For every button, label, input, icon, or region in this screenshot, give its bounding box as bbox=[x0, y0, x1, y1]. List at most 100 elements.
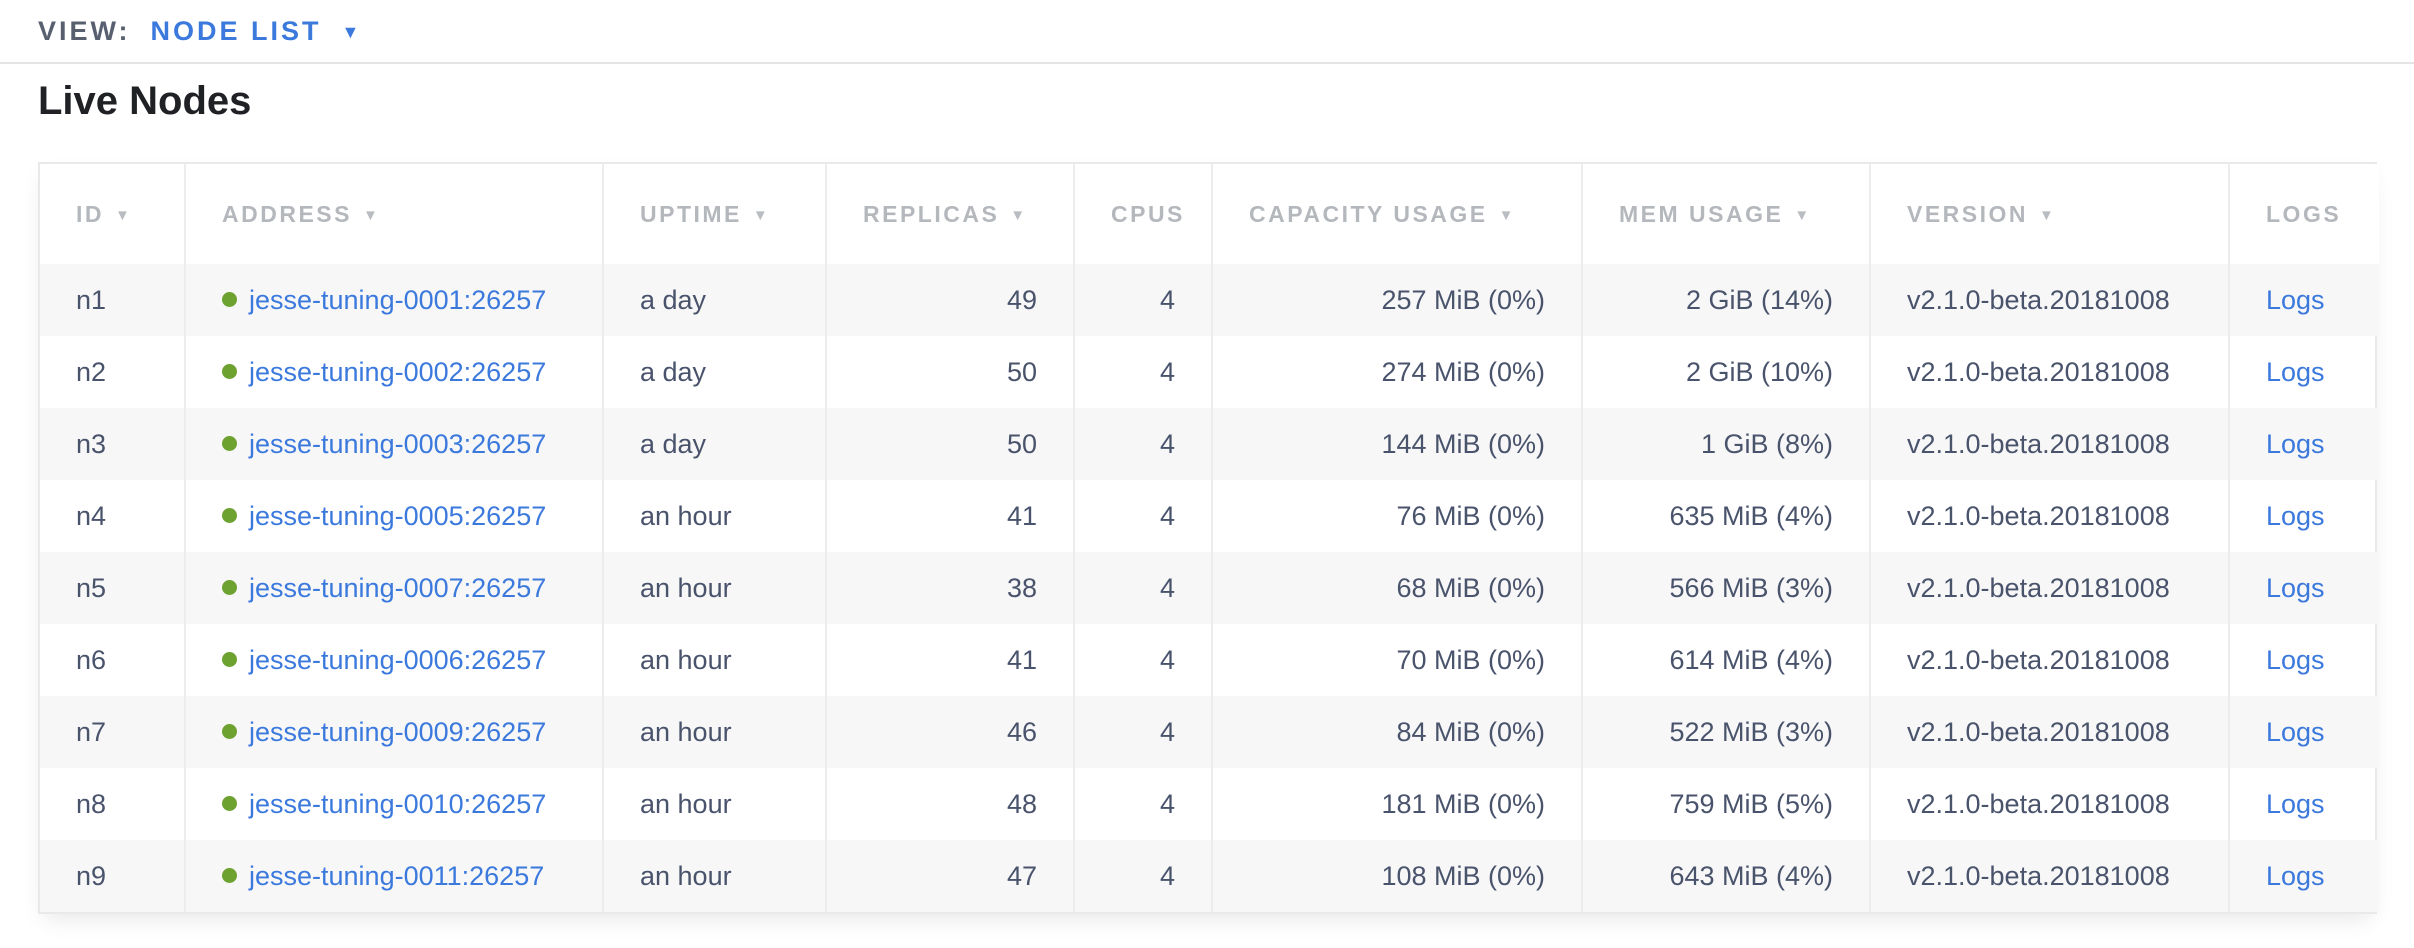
node-mem-cell: 1 GiB (8%) bbox=[1581, 408, 1870, 480]
column-header-logs: LOGS bbox=[2228, 164, 2379, 264]
live-status-icon bbox=[222, 435, 237, 451]
node-replicas-cell: 38 bbox=[825, 552, 1074, 624]
node-logs-link[interactable]: Logs bbox=[2266, 428, 2325, 459]
node-capacity-cell: 274 MiB (0%) bbox=[1211, 336, 1582, 408]
live-status-icon bbox=[222, 723, 237, 739]
node-logs-link[interactable]: Logs bbox=[2266, 788, 2325, 819]
node-id-cell: n1 bbox=[76, 284, 107, 315]
column-label: MEM USAGE bbox=[1619, 200, 1784, 227]
node-cpus-cell: 4 bbox=[1073, 264, 1212, 336]
live-status-icon bbox=[222, 579, 237, 595]
node-row-n6: n6 jesse-tuning-0006:26257 an hour 41 4 70 Mi… bbox=[40, 624, 2379, 696]
column-label: ID bbox=[76, 200, 104, 227]
node-address-cell: jesse-tuning-0006:26257 bbox=[184, 624, 603, 696]
node-row-n2: n2 jesse-tuning-0002:26257 a day 50 4 274 MiB… bbox=[40, 336, 2379, 408]
node-id-cell: n4 bbox=[76, 500, 107, 531]
column-header-replicas[interactable]: REPLICAS ▼ bbox=[825, 164, 1074, 264]
node-logs-link[interactable]: Logs bbox=[2266, 356, 2325, 387]
node-logs-link[interactable]: Logs bbox=[2266, 500, 2325, 531]
node-address-link[interactable]: jesse-tuning-0009:26257 bbox=[249, 716, 547, 747]
node-address-link[interactable]: jesse-tuning-0007:26257 bbox=[249, 572, 547, 603]
node-logs-link[interactable]: Logs bbox=[2266, 572, 2325, 603]
node-cpus-cell: 4 bbox=[1073, 408, 1212, 480]
node-address-link[interactable]: jesse-tuning-0005:26257 bbox=[249, 500, 547, 531]
node-logs-link[interactable]: Logs bbox=[2266, 716, 2325, 747]
node-mem-cell: 643 MiB (4%) bbox=[1581, 840, 1870, 912]
live-status-icon bbox=[222, 291, 237, 307]
node-row-n9: n9 jesse-tuning-0011:26257 an hour 47 4 108 M… bbox=[40, 840, 2379, 912]
node-logs-cell: Logs bbox=[2228, 336, 2379, 408]
column-label: CPUS bbox=[1111, 200, 1185, 227]
node-version-cell: v2.1.0-beta.20181008 bbox=[1869, 840, 2229, 912]
node-address-link[interactable]: jesse-tuning-0003:26257 bbox=[249, 428, 547, 459]
node-capacity-cell: 108 MiB (0%) bbox=[1211, 840, 1582, 912]
column-header-id[interactable]: ID ▼ bbox=[40, 164, 185, 264]
column-header-cpus: CPUS bbox=[1073, 164, 1212, 264]
node-logs-cell: Logs bbox=[2228, 696, 2379, 768]
node-capacity-cell: 181 MiB (0%) bbox=[1211, 768, 1582, 840]
node-logs-link[interactable]: Logs bbox=[2266, 644, 2325, 675]
node-version-cell: v2.1.0-beta.20181008 bbox=[1869, 264, 2229, 336]
node-version-cell: v2.1.0-beta.20181008 bbox=[1869, 696, 2229, 768]
node-capacity-cell: 257 MiB (0%) bbox=[1211, 264, 1582, 336]
node-address-cell: jesse-tuning-0007:26257 bbox=[184, 552, 603, 624]
table-header-row: ID ▼ ADDRESS ▼ UPTIME ▼ REPLICAS ▼ CPUS CAPACITY … bbox=[40, 164, 2379, 264]
sort-arrow-icon: ▼ bbox=[362, 206, 381, 224]
column-label: VERSION bbox=[1907, 200, 2029, 227]
node-capacity-cell: 144 MiB (0%) bbox=[1211, 408, 1582, 480]
node-logs-link[interactable]: Logs bbox=[2266, 860, 2325, 891]
node-row-n5: n5 jesse-tuning-0007:26257 an hour 38 4 68 Mi… bbox=[40, 552, 2379, 624]
node-mem-cell: 2 GiB (10%) bbox=[1581, 336, 1870, 408]
node-id-cell: n6 bbox=[76, 644, 107, 675]
node-uptime-cell: an hour bbox=[602, 840, 826, 912]
node-version-cell: v2.1.0-beta.20181008 bbox=[1869, 408, 2229, 480]
node-address-link[interactable]: jesse-tuning-0001:26257 bbox=[249, 284, 547, 315]
node-row-n8: n8 jesse-tuning-0010:26257 an hour 48 4 181 M… bbox=[40, 768, 2379, 840]
node-uptime-cell: a day bbox=[602, 336, 826, 408]
node-address-link[interactable]: jesse-tuning-0006:26257 bbox=[249, 644, 547, 675]
column-header-version[interactable]: VERSION ▼ bbox=[1869, 164, 2229, 264]
node-version-cell: v2.1.0-beta.20181008 bbox=[1869, 552, 2229, 624]
node-capacity-cell: 76 MiB (0%) bbox=[1211, 480, 1582, 552]
live-status-icon bbox=[222, 651, 237, 667]
column-label: ADDRESS bbox=[222, 200, 352, 227]
node-uptime-cell: an hour bbox=[602, 696, 826, 768]
live-status-icon bbox=[222, 867, 237, 883]
node-address-cell: jesse-tuning-0009:26257 bbox=[184, 696, 603, 768]
sort-arrow-icon: ▼ bbox=[752, 206, 771, 224]
view-selected-value: NODE LIST bbox=[150, 15, 322, 46]
node-address-link[interactable]: jesse-tuning-0011:26257 bbox=[249, 860, 545, 891]
view-selector-dropdown[interactable]: NODE LIST ▼ bbox=[151, 16, 360, 47]
node-row-n4: n4 jesse-tuning-0005:26257 an hour 41 4 76 Mi… bbox=[40, 480, 2379, 552]
node-cpus-cell: 4 bbox=[1073, 696, 1212, 768]
sort-arrow-icon: ▼ bbox=[1498, 206, 1516, 224]
node-logs-link[interactable]: Logs bbox=[2266, 284, 2325, 315]
node-address-link[interactable]: jesse-tuning-0010:26257 bbox=[249, 788, 547, 819]
node-replicas-cell: 46 bbox=[825, 696, 1074, 768]
live-status-icon bbox=[222, 363, 237, 379]
live-status-icon bbox=[222, 507, 237, 523]
column-label: UPTIME bbox=[640, 200, 742, 227]
live-status-icon bbox=[222, 795, 237, 811]
page-title: Live Nodes bbox=[38, 79, 252, 123]
node-uptime-cell: a day bbox=[602, 408, 826, 480]
node-logs-cell: Logs bbox=[2228, 840, 2379, 912]
node-cpus-cell: 4 bbox=[1073, 624, 1212, 696]
node-replicas-cell: 49 bbox=[825, 264, 1074, 336]
node-cpus-cell: 4 bbox=[1073, 552, 1212, 624]
node-mem-cell: 614 MiB (4%) bbox=[1581, 624, 1870, 696]
node-address-cell: jesse-tuning-0005:26257 bbox=[184, 480, 603, 552]
column-header-mem[interactable]: MEM USAGE ▼ bbox=[1581, 164, 1870, 264]
node-mem-cell: 522 MiB (3%) bbox=[1581, 696, 1870, 768]
node-version-cell: v2.1.0-beta.20181008 bbox=[1869, 480, 2229, 552]
node-replicas-cell: 48 bbox=[825, 768, 1074, 840]
column-header-capacity[interactable]: CAPACITY USAGE ▼ bbox=[1211, 164, 1582, 264]
node-address-link[interactable]: jesse-tuning-0002:26257 bbox=[249, 356, 547, 387]
column-header-address[interactable]: ADDRESS ▼ bbox=[184, 164, 603, 264]
sort-arrow-icon: ▼ bbox=[2039, 206, 2057, 224]
node-id-cell: n8 bbox=[76, 788, 107, 819]
node-logs-cell: Logs bbox=[2228, 480, 2379, 552]
node-mem-cell: 759 MiB (5%) bbox=[1581, 768, 1870, 840]
node-row-n1: n1 jesse-tuning-0001:26257 a day 49 4 257 MiB… bbox=[40, 264, 2379, 336]
column-header-uptime[interactable]: UPTIME ▼ bbox=[602, 164, 826, 264]
